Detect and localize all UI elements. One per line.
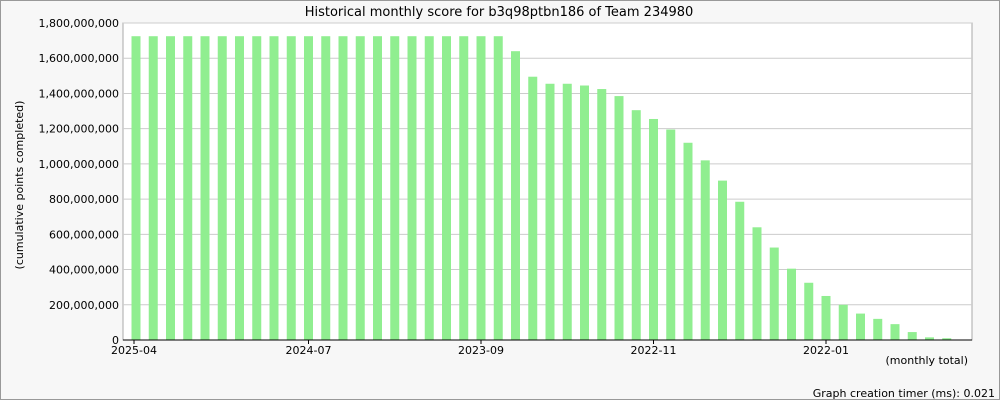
y-tick-label: 1,600,000,000 [39,52,119,65]
bar-2024-08 [269,36,279,340]
bar-2023-09 [459,36,469,340]
bar-2025-01 [183,36,193,340]
x-tick-label: 2025-04 [111,344,157,357]
bar-2023-06 [511,51,520,341]
bar-2023-04 [545,83,555,340]
y-axis-ticks: 0 200,000,000 400,000,000 600,000,000 800,00… [39,17,119,347]
y-tick-label: 1,400,000,000 [39,87,119,100]
bar-2023-05 [528,76,538,340]
y-tick-label: 0 [112,334,119,347]
bar-2024-09 [252,36,262,340]
x-tick-label: 2024-07 [286,344,332,357]
y-tick-label: 200,000,000 [49,299,119,312]
bar-layer [131,36,952,341]
y-tick-label: 1,200,000,000 [39,123,119,136]
bar-2025-02 [166,36,175,340]
y-axis-label: (cumulative points completed) [13,101,26,270]
bar-2022-11 [631,110,641,340]
bar-2022-10 [649,118,658,340]
bar-2023-07 [493,36,503,340]
bar-2021-09 [873,318,883,340]
y-tick-label: 600,000,000 [49,228,119,241]
bar-2021-11 [838,304,848,340]
bar-2021-07 [907,332,917,340]
y-tick-label: 800,000,000 [49,193,119,206]
x-tick-label: 2022-11 [631,344,677,357]
bar-2024-01 [390,36,400,340]
bar-2024-10 [235,36,244,340]
x-axis-ticks: 2025-04 2024-07 2023-09 2022-11 2022-01 [111,340,849,357]
bar-2023-01 [597,89,607,341]
bar-2023-03 [562,83,572,340]
x-tick-label: 2022-01 [803,344,849,357]
bar-2023-08 [476,36,486,340]
bar-2022-12 [614,96,624,340]
x-axis-label: (monthly total) [886,354,969,367]
bar-2022-07 [700,160,710,340]
bar-2025-03 [148,36,158,340]
y-tick-label: 1,000,000,000 [39,158,119,171]
y-tick-label: 400,000,000 [49,264,119,277]
bar-2021-10 [856,313,865,340]
bar-2022-08 [683,142,693,340]
y-tick-label: 1,800,000,000 [39,17,119,30]
bar-2023-12 [407,36,417,340]
bar-2023-02 [580,85,589,341]
bar-2024-05 [321,36,331,340]
bar-2022-02 [787,268,796,340]
bar-2021-12 [821,295,831,340]
bar-2021-06 [925,337,934,340]
bar-2021-08 [890,324,900,340]
bar-2022-09 [666,129,676,340]
bar-2022-04 [752,227,762,340]
bar-2022-06 [718,180,727,340]
bar-2022-05 [735,201,745,340]
bar-2023-11 [424,36,434,340]
bar-2024-07 [286,36,296,340]
bar-2022-01 [804,282,814,340]
bar-2024-12 [200,36,210,340]
x-tick-label: 2023-09 [458,344,504,357]
bar-2021-05 [942,338,952,340]
bar-2023-10 [442,36,451,340]
bar-2024-04 [338,36,348,340]
bar-2024-02 [373,36,382,340]
bar-2024-03 [355,36,365,340]
chart-title: Historical monthly score for b3q98ptbn18… [305,5,694,20]
graph-timer-footer: Graph creation timer (ms): 0.021 [813,387,995,399]
bar-2025-04 [131,36,141,340]
bar-2024-06 [304,36,313,340]
bar-2024-11 [217,36,227,340]
bar-2022-03 [769,247,779,340]
